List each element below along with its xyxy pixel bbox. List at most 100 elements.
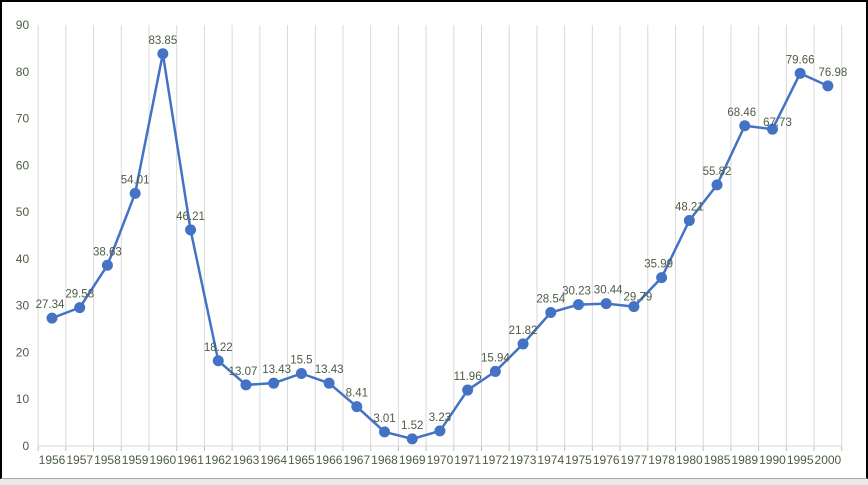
data-point-marker [46,312,58,324]
y-tick-label: 50 [16,205,30,219]
y-tick-label: 20 [16,345,30,359]
data-point-label: 76.98 [818,67,847,79]
data-point-label: 15.94 [481,352,510,364]
data-point-label: 29.58 [65,289,94,301]
data-point-label: 54.01 [121,174,150,186]
x-tick-label: 1985 [704,453,731,467]
data-point-marker [462,384,474,396]
data-point-marker [212,355,224,367]
data-point-marker [766,123,778,135]
data-point-marker [683,214,695,226]
x-tick-label: 1990 [759,453,786,467]
data-point-label: 11.96 [454,371,482,383]
data-point-label: 13.07 [229,366,258,378]
x-tick-label: 1972 [482,453,509,467]
y-tick-label: 30 [16,299,30,313]
x-tick-label: 2000 [815,453,842,467]
x-tick-label: 1963 [233,453,260,467]
x-tick-label: 1974 [537,453,564,467]
series-line [50,52,830,441]
data-point-label: 83.85 [148,35,177,47]
data-point-label: 38.63 [93,246,122,258]
data-point-label: 30.23 [562,286,591,298]
data-point-label: 29.79 [624,292,653,304]
data-point-marker [268,377,280,389]
data-point-label: 79.66 [786,54,815,66]
data-point-label: 3.23 [429,412,451,424]
data-point-marker [572,299,584,311]
data-point-label: 1.52 [401,420,423,432]
x-tick-label: 1968 [371,453,398,467]
data-point-label: 46.21 [176,211,205,223]
x-tick-label: 1967 [343,453,370,467]
data-point-label: 27.34 [36,299,65,311]
x-tick-label: 1977 [621,453,648,467]
x-tick-label: 1961 [177,453,204,467]
data-point-marker [600,298,612,310]
data-point-marker [351,401,363,413]
data-point-marker [379,426,391,438]
y-tick-label: 40 [16,252,30,266]
data-point-marker [74,302,86,314]
y-tick-label: 0 [22,439,29,453]
x-tick-label: 1957 [66,453,93,467]
x-tick-label: 1976 [593,453,620,467]
data-point-marker [434,425,446,437]
y-tick-label: 10 [16,392,30,406]
x-tick-label: 1978 [648,453,675,467]
data-point-marker [489,365,501,377]
data-point-label: 55.82 [703,166,732,178]
data-point-label: 18.22 [204,342,233,354]
data-point-label: 67.73 [763,117,792,129]
x-tick-label: 1959 [122,453,149,467]
x-tick-label: 1958 [94,453,121,467]
data-point-label: 15.5 [290,354,312,366]
x-tick-label: 1960 [149,453,176,467]
data-point-label: 13.43 [315,364,344,376]
data-point-label: 30.44 [594,285,623,297]
data-point-marker [101,259,113,271]
chart-bottom-strip [0,479,868,485]
data-point-marker [794,67,806,79]
x-tick-label: 1980 [676,453,703,467]
x-tick-label: 1969 [399,453,426,467]
y-tick-label: 90 [16,18,30,32]
data-point-marker [129,187,141,199]
data-point-marker [406,433,418,445]
data-point-marker [323,377,335,389]
data-point-marker [739,120,751,132]
data-point-label: 21.82 [509,325,538,337]
data-point-label: 13.43 [262,364,291,376]
data-point-marker [545,306,557,318]
data-point-label: 3.01 [373,413,395,425]
data-point-label: 8.41 [346,388,368,400]
y-tick-label: 70 [16,112,30,126]
data-point-marker [157,48,169,60]
data-point-label: 35.99 [644,259,673,271]
data-point-label: 48.21 [675,201,704,213]
data-point-marker [656,272,668,284]
x-tick-label: 1973 [510,453,537,467]
x-tick-label: 1975 [565,453,592,467]
data-point-marker [517,338,529,350]
x-tick-label: 1965 [288,453,315,467]
data-point-label: 28.54 [536,293,565,305]
x-tick-label: 1966 [316,453,343,467]
data-point-marker [628,301,640,313]
data-point-marker [822,80,834,92]
data-point-marker [295,367,307,379]
x-tick-label: 1971 [454,453,481,467]
x-tick-label: 1956 [39,453,66,467]
x-tick-label: 1970 [427,453,454,467]
y-tick-label: 60 [16,158,30,172]
x-tick-label: 1964 [260,453,287,467]
x-tick-label: 1989 [731,453,758,467]
x-tick-label: 1962 [205,453,232,467]
data-point-marker [185,224,197,236]
data-point-marker [711,179,723,191]
data-point-label: 68.46 [727,107,756,119]
y-tick-label: 80 [16,65,30,79]
data-point-marker [240,379,252,391]
